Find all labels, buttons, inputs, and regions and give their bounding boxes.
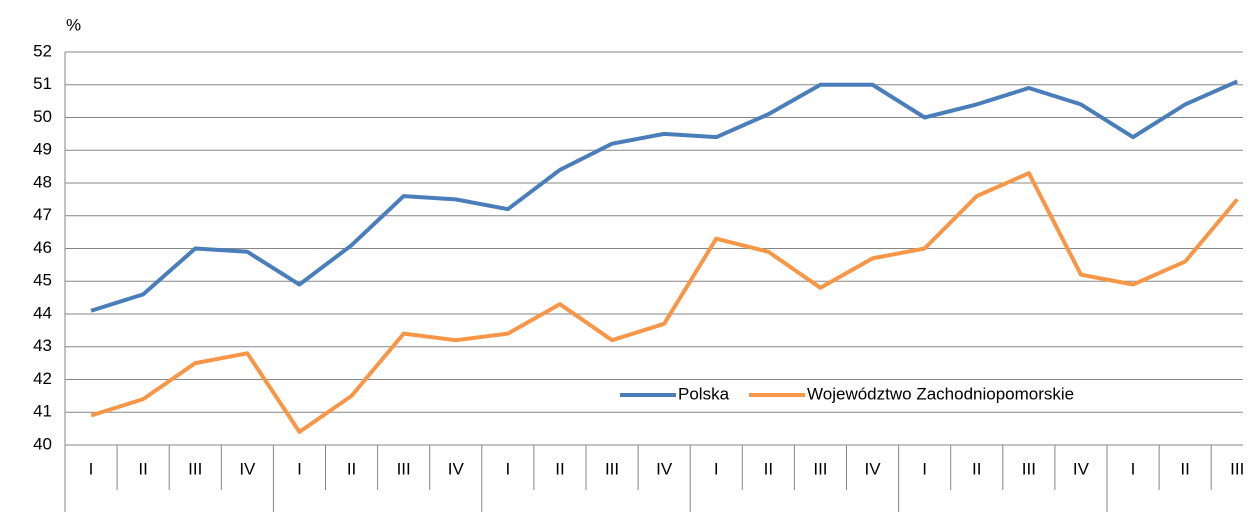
y-tick-label: 40 <box>33 434 52 453</box>
x-tick-label: IV <box>448 459 465 478</box>
x-tick-label: III <box>397 459 411 478</box>
series-line <box>90 171 1239 434</box>
x-tick-label: III <box>188 459 202 478</box>
x-tick-label: II <box>347 459 356 478</box>
y-tick-label: 46 <box>33 238 52 257</box>
x-tick-label: I <box>89 459 94 478</box>
x-tick-label: I <box>922 459 927 478</box>
x-tick-label: IV <box>656 459 673 478</box>
y-tick-label: 48 <box>33 172 52 191</box>
x-tick-label: I <box>297 459 302 478</box>
legend-label: Polska <box>678 384 730 403</box>
y-tick-label: 41 <box>33 402 52 421</box>
y-tick-label: 45 <box>33 271 52 290</box>
y-tick-label: 52 <box>33 41 52 60</box>
x-tick-label: II <box>972 459 981 478</box>
y-tick-label: 42 <box>33 369 52 388</box>
x-tick-label: IV <box>1073 459 1090 478</box>
y-tick-label: 49 <box>33 140 52 159</box>
x-tick-label: III <box>1022 459 1036 478</box>
x-tick-label: IV <box>239 459 256 478</box>
x-tick-label: I <box>1131 459 1136 478</box>
y-tick-label: 50 <box>33 107 52 126</box>
x-tick-label: III <box>605 459 619 478</box>
y-tick-label: 44 <box>33 303 52 322</box>
x-tick-label: IV <box>865 459 882 478</box>
x-tick-label: II <box>1180 459 1189 478</box>
x-tick-label: III <box>813 459 827 478</box>
y-axis-label: % <box>66 15 81 34</box>
x-tick-label: I <box>714 459 719 478</box>
x-tick-label: II <box>138 459 147 478</box>
y-tick-label: 47 <box>33 205 52 224</box>
x-tick-label: II <box>555 459 564 478</box>
y-tick-label: 43 <box>33 336 52 355</box>
y-tick-label: 51 <box>33 74 52 93</box>
series-line <box>90 79 1239 313</box>
legend-label: Województwo Zachodniopomorskie <box>807 384 1074 403</box>
x-tick-label: III <box>1230 459 1244 478</box>
x-tick-label: II <box>764 459 773 478</box>
x-tick-label: I <box>505 459 510 478</box>
